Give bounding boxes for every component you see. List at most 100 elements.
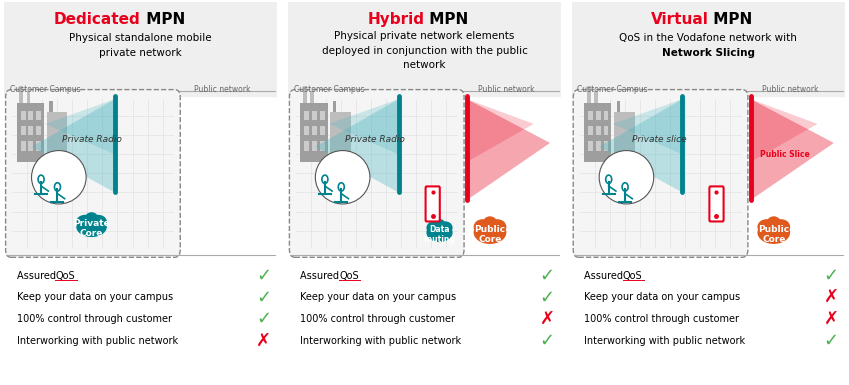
Text: ✓: ✓ [824, 332, 839, 350]
Text: Virtual: Virtual [650, 12, 708, 27]
Ellipse shape [767, 216, 781, 230]
FancyBboxPatch shape [573, 90, 748, 257]
FancyBboxPatch shape [569, 0, 847, 385]
Text: Public network: Public network [478, 85, 535, 94]
FancyBboxPatch shape [2, 0, 280, 385]
Bar [20, 110, 25, 120]
Ellipse shape [438, 221, 453, 234]
Ellipse shape [90, 215, 107, 229]
Text: ✓: ✓ [824, 266, 839, 285]
Bar [305, 141, 309, 151]
Bar [333, 101, 336, 112]
Text: Keep your data on your campus: Keep your data on your campus [301, 292, 457, 302]
Bar [584, 103, 611, 162]
Text: ✓: ✓ [256, 266, 271, 285]
Polygon shape [45, 99, 115, 154]
Text: 100% control through customer: 100% control through customer [301, 314, 455, 324]
Text: Assured: Assured [16, 271, 59, 281]
Bar [28, 141, 33, 151]
Polygon shape [31, 99, 115, 192]
Text: Private Radio: Private Radio [62, 135, 121, 144]
Bar [320, 141, 324, 151]
Bar [305, 126, 309, 135]
Text: QoS in the Vodafone network with: QoS in the Vodafone network with [620, 33, 797, 43]
Text: ✗: ✗ [824, 310, 839, 328]
Text: Physical standalone mobile: Physical standalone mobile [70, 33, 212, 43]
Text: ✓: ✓ [256, 310, 271, 328]
FancyBboxPatch shape [710, 186, 723, 221]
Text: Dedicated: Dedicated [54, 12, 141, 27]
Text: Public
Core: Public Core [475, 225, 505, 244]
Ellipse shape [315, 151, 370, 204]
Bar [36, 110, 41, 120]
Text: Private
Core: Private Core [73, 219, 110, 238]
Ellipse shape [599, 151, 654, 204]
Text: Physical private network elements: Physical private network elements [335, 31, 514, 41]
Bar [290, 4, 559, 92]
Text: Private slice: Private slice [632, 135, 687, 144]
Bar [20, 126, 25, 135]
Bar [604, 141, 609, 151]
Polygon shape [751, 99, 818, 162]
Text: Keep your data on your campus: Keep your data on your campus [16, 292, 172, 302]
Bar [36, 141, 41, 151]
Ellipse shape [757, 221, 790, 244]
Bar [47, 112, 67, 158]
Text: ✗: ✗ [824, 288, 839, 306]
Bar [604, 110, 609, 120]
Bar [49, 101, 53, 112]
Ellipse shape [85, 212, 98, 224]
FancyBboxPatch shape [2, 0, 280, 97]
Text: QoS: QoS [339, 271, 359, 281]
FancyBboxPatch shape [569, 0, 847, 97]
Polygon shape [599, 99, 683, 192]
Text: QoS: QoS [55, 271, 75, 281]
FancyBboxPatch shape [425, 186, 440, 221]
Text: ✓: ✓ [540, 266, 555, 285]
Text: Keep your data on your campus: Keep your data on your campus [584, 292, 740, 302]
Text: Public network: Public network [762, 85, 818, 94]
Text: Public
Core: Public Core [758, 225, 790, 244]
Text: ✗: ✗ [256, 332, 271, 350]
Polygon shape [613, 99, 683, 154]
Text: ✓: ✓ [540, 332, 555, 350]
Text: ✗: ✗ [540, 310, 555, 328]
Text: deployed in conjunction with the public: deployed in conjunction with the public [322, 46, 527, 56]
Bar [16, 103, 44, 162]
Bar [573, 4, 843, 92]
Text: 100% control through customer: 100% control through customer [16, 314, 171, 324]
Bar [594, 92, 598, 103]
Text: Assured: Assured [301, 271, 342, 281]
Ellipse shape [488, 219, 506, 234]
Polygon shape [751, 99, 834, 200]
FancyBboxPatch shape [6, 90, 180, 257]
Text: ✓: ✓ [256, 288, 271, 306]
Text: Interworking with public network: Interworking with public network [301, 336, 462, 346]
Bar [320, 126, 324, 135]
Bar [28, 126, 33, 135]
Bar [20, 141, 25, 151]
Bar [301, 103, 328, 162]
Bar [596, 141, 601, 151]
Ellipse shape [757, 219, 776, 234]
Text: MPN: MPN [424, 12, 469, 27]
Bar [588, 110, 593, 120]
Text: Interworking with public network: Interworking with public network [16, 336, 177, 346]
Text: private network: private network [99, 48, 182, 58]
Bar [588, 126, 593, 135]
Bar [303, 86, 306, 103]
Text: 100% control through customer: 100% control through customer [584, 314, 739, 324]
Bar [312, 141, 317, 151]
Bar [330, 112, 351, 158]
Bar [320, 110, 324, 120]
Ellipse shape [483, 216, 498, 230]
FancyBboxPatch shape [285, 0, 564, 385]
Bar [604, 126, 609, 135]
Text: Assured: Assured [584, 271, 627, 281]
Text: Customer Campus: Customer Campus [10, 85, 81, 94]
Text: Customer Campus: Customer Campus [577, 85, 648, 94]
Text: Public network: Public network [194, 85, 250, 94]
FancyBboxPatch shape [290, 90, 464, 257]
Text: QoS: QoS [623, 271, 643, 281]
Text: Interworking with public network: Interworking with public network [584, 336, 745, 346]
